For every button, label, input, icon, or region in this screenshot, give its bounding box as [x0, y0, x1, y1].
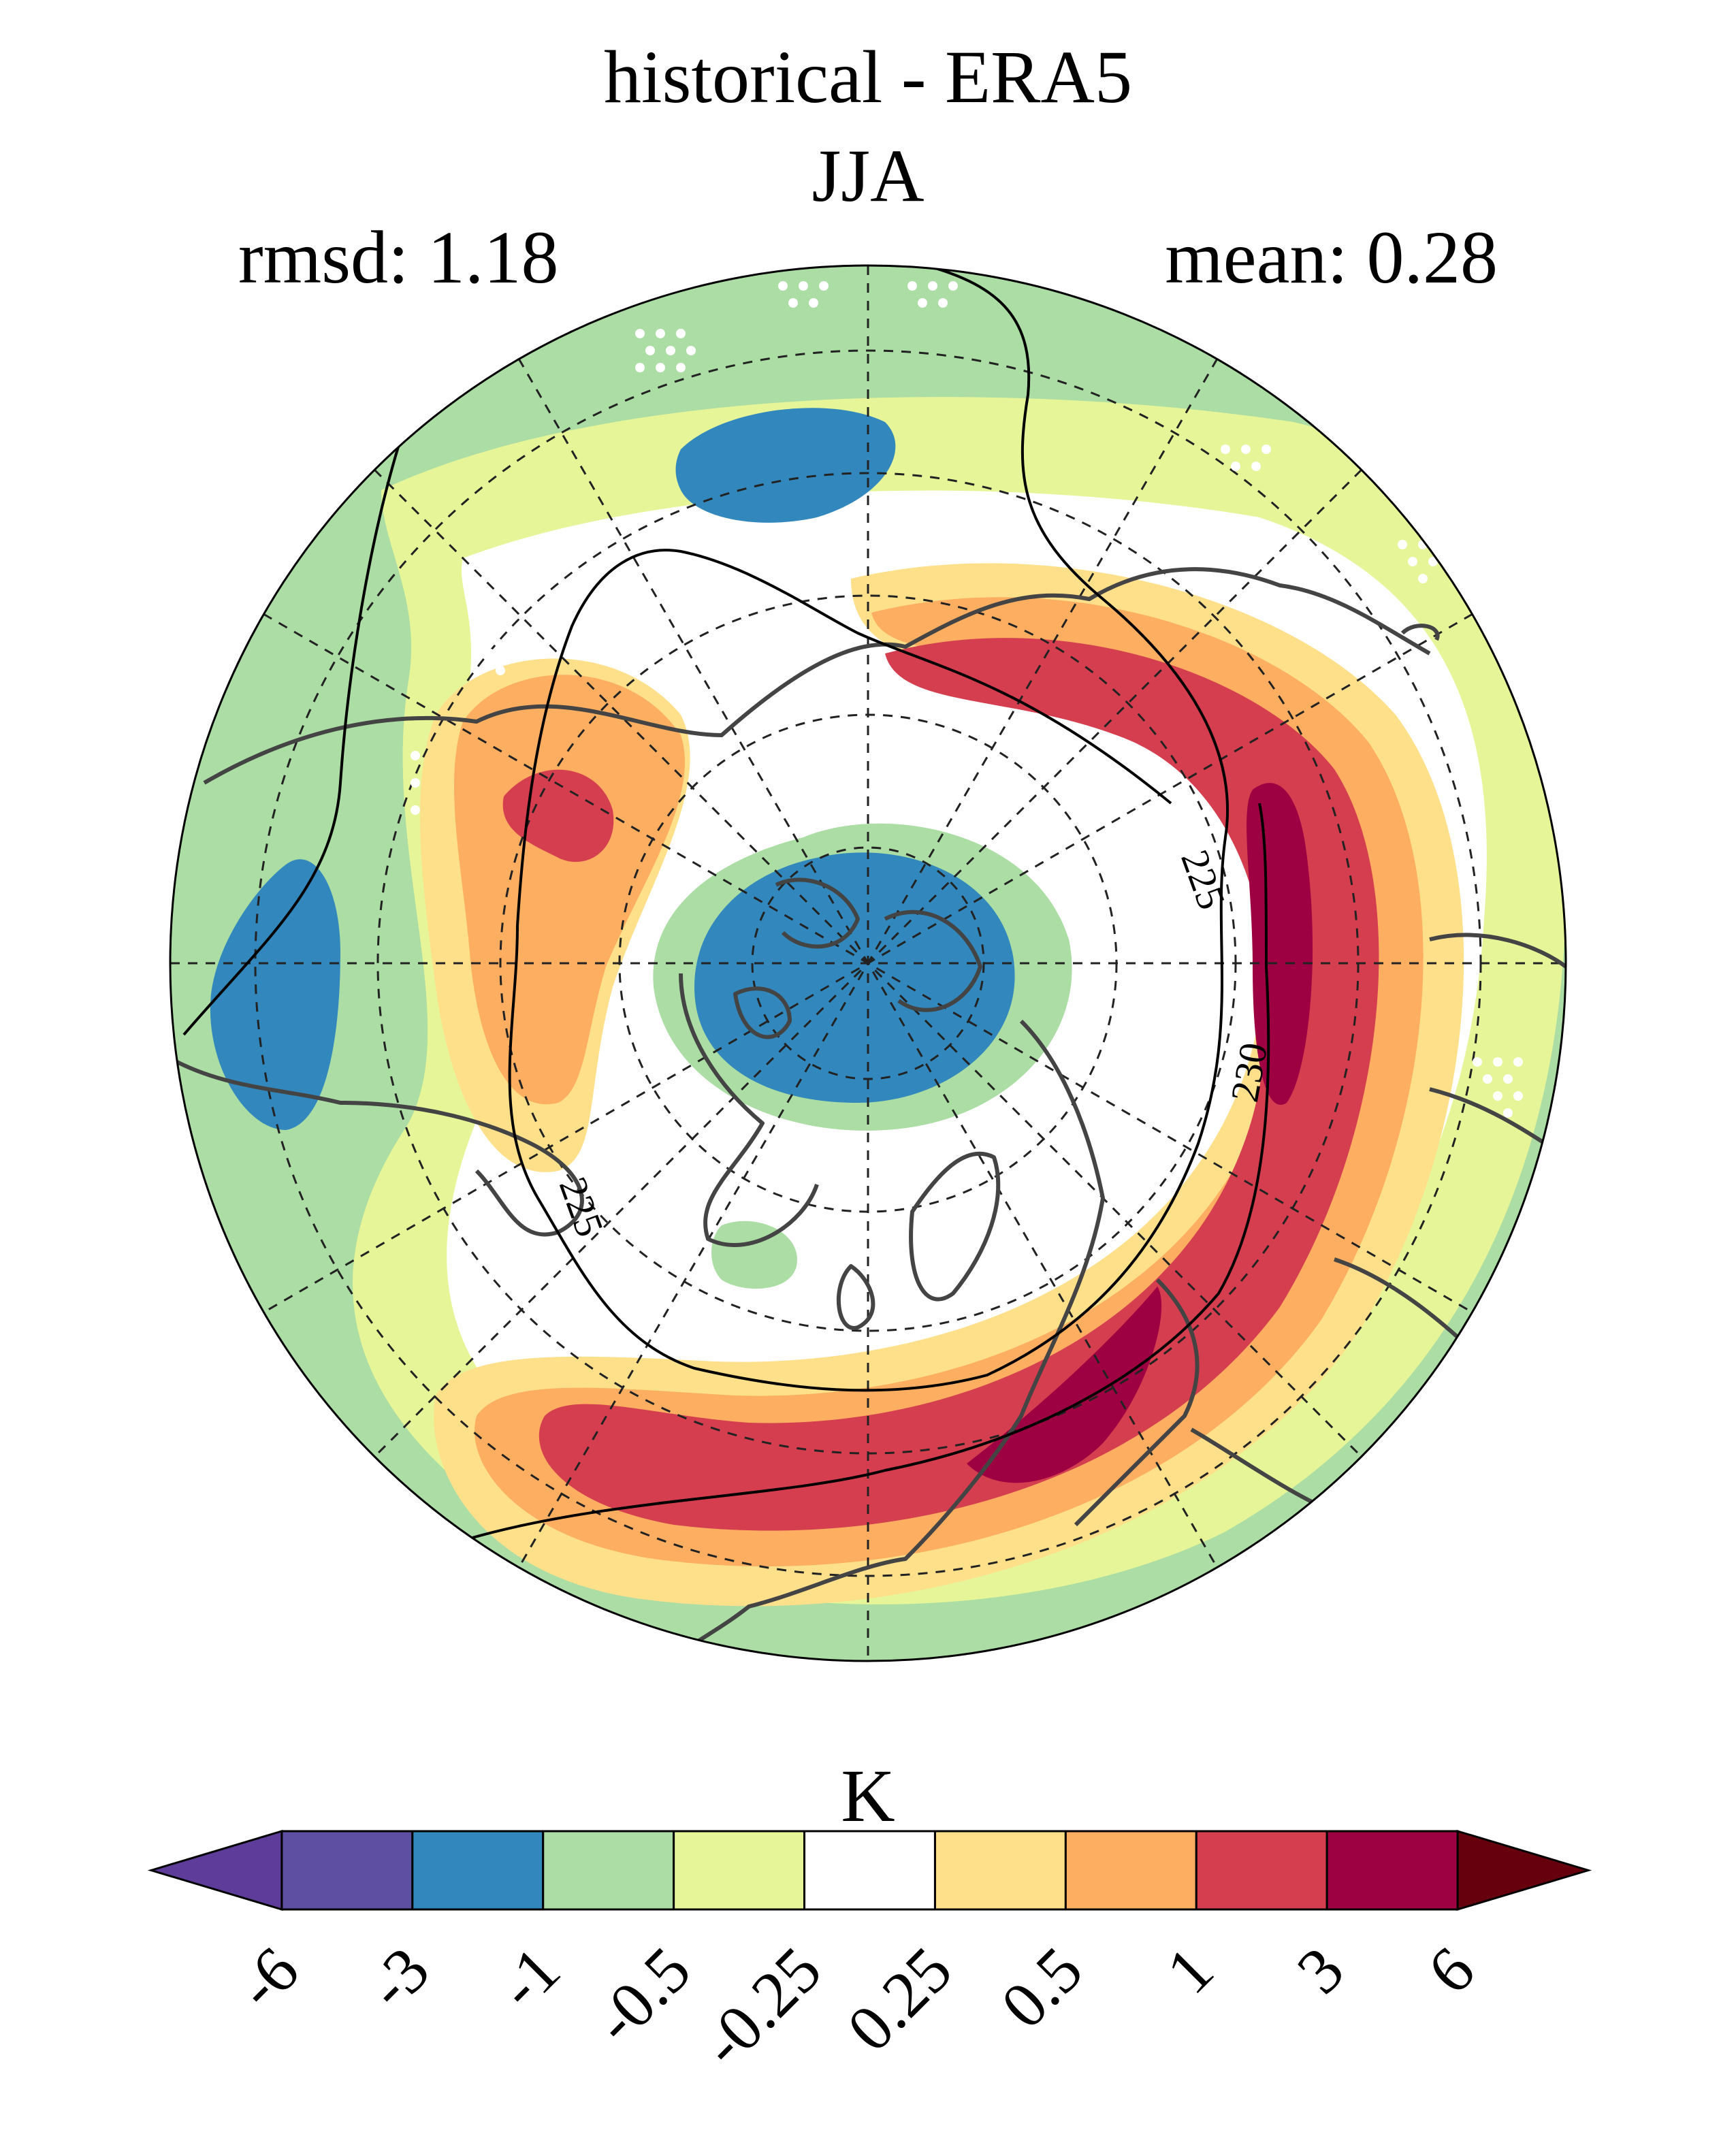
stippling [411, 281, 1523, 1118]
map-border [169, 264, 1567, 1662]
anomaly-core-dark-red-east [1247, 783, 1313, 1106]
colorbar-tick-label: 0.25 [833, 1933, 965, 2065]
colorbar-segment [542, 1830, 675, 1911]
colorbar-segment [411, 1830, 545, 1911]
rmsd-label: rmsd: 1.18 [238, 216, 559, 299]
colorbar-tick-label: -0.5 [579, 1933, 704, 2057]
colorbar-tick-label: -6 [223, 1933, 312, 2022]
colorbar-segment [1064, 1830, 1197, 1911]
anomaly-blue-west [210, 859, 340, 1130]
colorbar-segment [147, 1829, 283, 1911]
anomaly-core-dark-red-south [967, 1287, 1162, 1483]
colorbar-segment [933, 1830, 1067, 1911]
contour-label-230: 230 [1222, 1039, 1276, 1106]
colorbar-segment [1456, 1829, 1592, 1911]
polar-map: 225 225 230 [170, 265, 1566, 1661]
colorbar-segment [1195, 1830, 1328, 1911]
season-label: JJA [811, 134, 924, 217]
climatology-contours [182, 265, 1270, 1540]
colorbar-tick-labels: -6 -3 -1 -0.5-0.250.25 0.5 1 3 6 [223, 1933, 1488, 2080]
mean-label: mean: 0.28 [1165, 216, 1498, 299]
anomaly-patch-orange-west [454, 675, 685, 1105]
colorbar-tick-label: 3 [1283, 1933, 1357, 2007]
colorbar-tick-label: 1 [1153, 1933, 1227, 2007]
colorbar-segment [280, 1830, 414, 1911]
anomaly-blue-pacific [675, 408, 896, 523]
colorbar-segment [673, 1830, 806, 1911]
colorbar: K -6 -3 -1 -0.5-0.250.25 0.5 1 3 6 [147, 1754, 1592, 2080]
anomaly-green-atlantic [711, 1221, 797, 1289]
graticule [170, 265, 1566, 1661]
colorbar-tick-label: 0.5 [987, 1933, 1097, 2042]
colorbar-segments [147, 1829, 1592, 1911]
colorbar-tick-label: -1 [483, 1933, 573, 2022]
colorbar-tick-label: -0.25 [687, 1933, 835, 2080]
anomaly-band-red [539, 638, 1379, 1531]
colorbar-units: K [841, 1754, 895, 1837]
colorbar-segment [1325, 1830, 1459, 1911]
figure-title: historical - ERA5 [604, 35, 1132, 118]
colorbar-segment [803, 1830, 936, 1911]
colorbar-tick-label: 6 [1413, 1933, 1488, 2007]
colorbar-tick-label: -3 [353, 1933, 443, 2022]
